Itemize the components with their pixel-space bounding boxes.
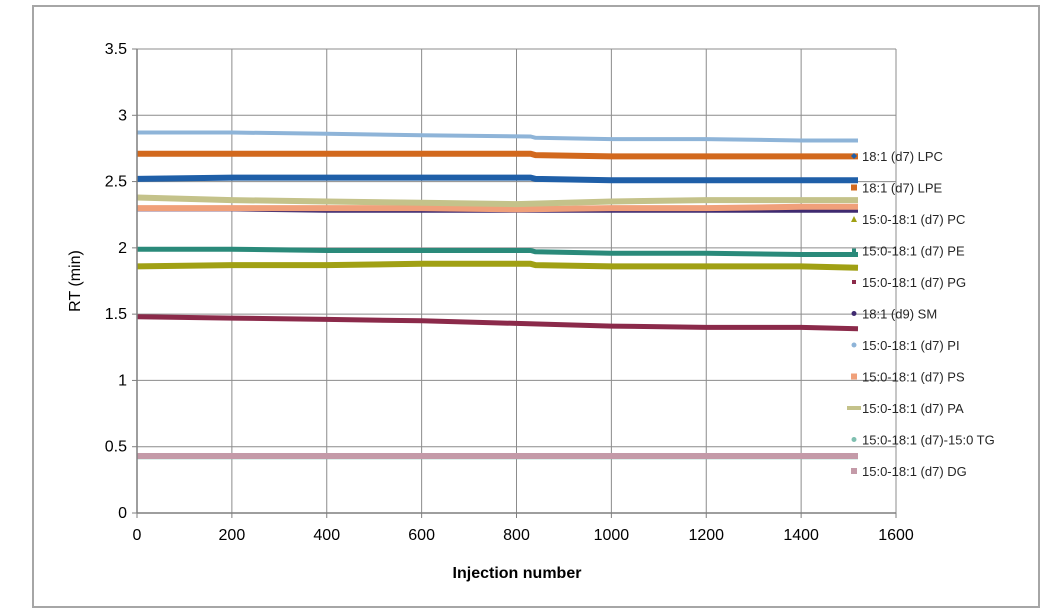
x-tick-label: 600 <box>408 527 435 544</box>
grid <box>136 48 897 514</box>
legend-marker <box>847 406 861 410</box>
legend-marker <box>851 437 857 442</box>
legend-marker <box>851 342 857 348</box>
legend-marker <box>851 373 857 380</box>
series-2-line <box>136 260 859 271</box>
axes <box>132 48 897 518</box>
legend-label: 15:0-18:1 (d7) DG <box>862 464 967 479</box>
legend-label: 15:0-18:1 (d7) PI <box>862 338 960 353</box>
y-tick-label: 2 <box>118 240 127 257</box>
legend-marker <box>852 280 856 284</box>
chart-frame <box>32 5 1040 608</box>
series-6-line <box>137 130 858 143</box>
legend-label: 18:1 (d7) LPE <box>862 181 943 196</box>
series-4-line <box>136 314 859 332</box>
y-tick-label: 2.5 <box>105 174 127 191</box>
y-axis-title: RT (min) <box>67 250 84 312</box>
series-3-line <box>137 246 858 257</box>
legend: 18:1 (d7) LPC 18:1 (d7) LPE 15:0-18:1 (d7)… <box>847 149 995 479</box>
legend-marker <box>851 216 857 222</box>
legend-label: 15:0-18:1 (d7) PE <box>862 244 965 259</box>
series-7-line <box>137 203 858 213</box>
x-tick-label: 1000 <box>594 527 630 544</box>
y-tick-label: 1 <box>118 372 127 389</box>
x-axis-title: Injection number <box>453 565 582 582</box>
legend-label: 18:1 (d9) SM <box>862 307 937 322</box>
legend-marker <box>852 248 856 253</box>
series-0-line <box>136 174 858 184</box>
legend-marker <box>851 184 857 191</box>
x-tick-label: 400 <box>313 527 340 544</box>
legend-label: 15:0-18:1 (d7)-15:0 TG <box>862 433 995 448</box>
x-tick-label: 200 <box>219 527 246 544</box>
legend-marker <box>851 311 857 316</box>
legend-label: 18:1 (d7) LPC <box>862 149 943 164</box>
x-tick-label: 1200 <box>688 527 724 544</box>
x-tick-label: 1400 <box>783 527 819 544</box>
x-tick-label: 0 <box>133 527 142 544</box>
series-layer <box>136 130 859 460</box>
y-tick-label: 1.5 <box>105 306 127 323</box>
y-tick-label: 3 <box>118 107 127 124</box>
ticks: 0 200 400 600 800 1000 1200 1400 1600 0 0.5 1 1.5 2 2.… <box>105 41 914 544</box>
series-8-line <box>136 194 858 208</box>
legend-label: 15:0-18:1 (d7) PC <box>862 212 965 227</box>
x-tick-label: 800 <box>503 527 530 544</box>
y-tick-label: 3.5 <box>105 41 127 58</box>
y-tick-label: 0 <box>118 505 127 522</box>
legend-marker <box>851 468 857 474</box>
legend-label: 15:0-18:1 (d7) PS <box>862 370 965 385</box>
y-tick-label: 0.5 <box>105 439 127 456</box>
legend-marker <box>851 153 857 159</box>
x-tick-label: 1600 <box>878 527 914 544</box>
legend-label: 15:0-18:1 (d7) PG <box>862 275 966 290</box>
series-1-line <box>137 150 858 160</box>
legend-label: 15:0-18:1 (d7) PA <box>862 401 964 416</box>
